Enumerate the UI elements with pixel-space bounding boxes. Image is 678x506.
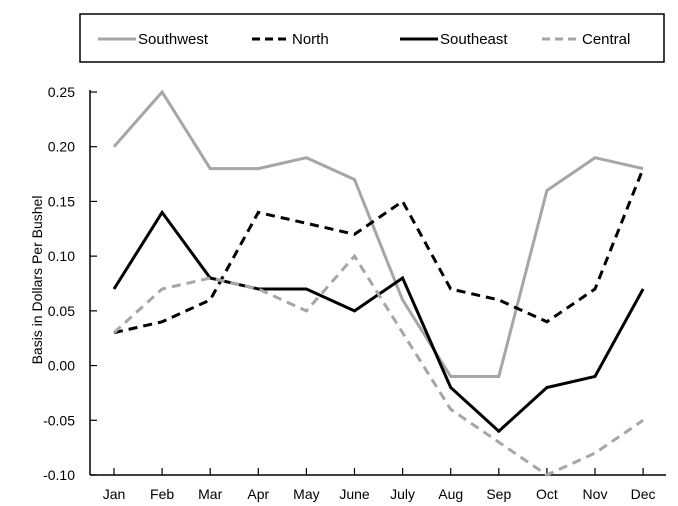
- axes: -0.10 -0.05 0.00 0.05 0.10 0.15 0.20 0.25 Jan Feb…: [43, 84, 666, 502]
- legend-label-southwest: Southwest: [138, 31, 209, 48]
- x-tick-label: May: [293, 486, 319, 502]
- legend-label-central: Central: [582, 31, 630, 48]
- y-tick-label: 0.00: [48, 358, 75, 374]
- x-tick-label: Jan: [103, 486, 126, 502]
- legend-label-southeast: Southeast: [440, 31, 508, 48]
- x-tick-label: Aug: [438, 486, 463, 502]
- y-tick-label: 0.15: [48, 193, 75, 209]
- y-tick-label: 0.05: [48, 303, 75, 319]
- series-line-north: [113, 168, 645, 335]
- y-tick-label: 0.25: [48, 84, 75, 100]
- legend-label-north: North: [292, 31, 329, 48]
- y-axis-title: Basis in Dollars Per Bushel: [29, 196, 45, 365]
- x-tick-label: Oct: [536, 486, 558, 502]
- x-tick-label: Apr: [247, 486, 269, 502]
- x-tick-label: Feb: [150, 486, 174, 502]
- y-tick-label: -0.05: [43, 412, 75, 428]
- series-line-central: [112, 253, 644, 477]
- legend: Southwest North Southeast Central: [79, 13, 665, 63]
- y-tick-label: 0.20: [48, 139, 75, 155]
- series-line-southwest: [112, 89, 644, 378]
- y-tick-label: -0.10: [43, 467, 75, 483]
- x-tick-label: Mar: [198, 486, 222, 502]
- x-tick-label: Sep: [486, 486, 511, 502]
- x-tick-label: Dec: [631, 486, 656, 502]
- y-tick-label: 0.10: [48, 248, 75, 264]
- legend-box: [79, 13, 665, 63]
- series-layer: [112, 89, 645, 477]
- x-tick-label: July: [390, 486, 415, 502]
- x-tick-label: Nov: [583, 486, 608, 502]
- x-tick-label: June: [339, 486, 370, 502]
- series-line-southeast: [112, 209, 645, 434]
